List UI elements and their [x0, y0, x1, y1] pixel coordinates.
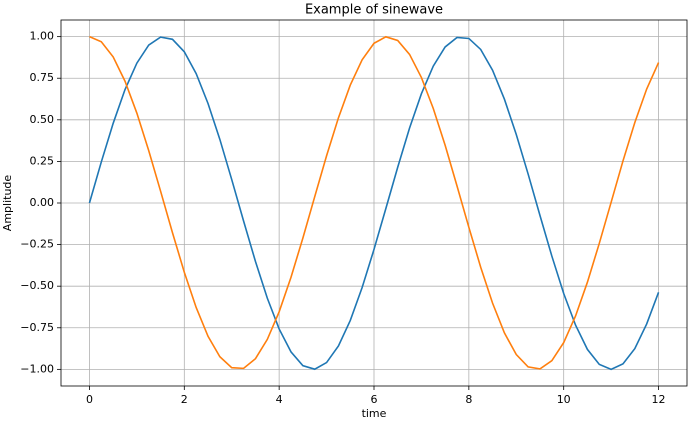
y-tick-label: 0.00: [30, 196, 55, 209]
x-tick-label: 2: [181, 393, 188, 406]
x-axis-label: time: [362, 407, 387, 420]
x-tick-label: 8: [465, 393, 472, 406]
series-line: [88, 36, 660, 371]
chart-title: Example of sinewave: [305, 3, 443, 18]
x-tick-label: 0: [86, 393, 93, 406]
y-tick-label: 1.00: [30, 30, 55, 43]
y-tick-label: −1.00: [20, 362, 54, 375]
x-tick-label: 12: [652, 393, 666, 406]
plot-frame: [60, 19, 688, 387]
series-line: [89, 35, 660, 370]
y-axis-label: Amplitude: [1, 175, 14, 232]
y-tick-label: 0.50: [30, 113, 55, 126]
y-tick-label: 0.75: [30, 71, 55, 84]
y-tick-label: 0.25: [30, 154, 55, 167]
x-tick-label: 4: [276, 393, 283, 406]
x-tick-label: 6: [371, 393, 378, 406]
y-tick-label: −0.50: [20, 279, 54, 292]
y-tick-label: −0.75: [20, 321, 54, 334]
y-tick-label: −0.25: [20, 238, 54, 251]
x-tick-label: 10: [557, 393, 571, 406]
